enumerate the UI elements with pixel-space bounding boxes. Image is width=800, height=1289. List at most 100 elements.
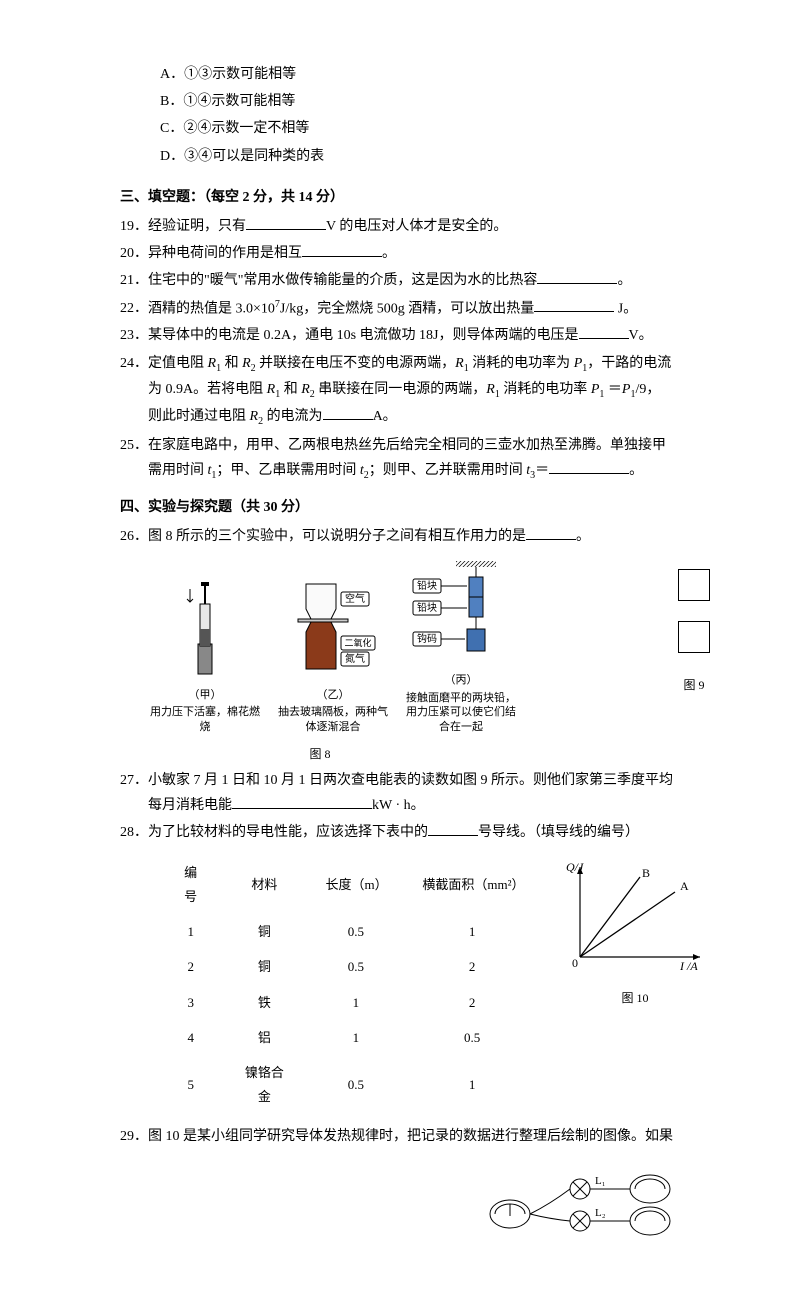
q19-body: 经验证明，只有V 的电压对人体才是安全的。 — [148, 214, 710, 239]
q24-r2: R — [242, 356, 251, 371]
cell: 0.5 — [308, 914, 405, 949]
q24-l2e: ＝ — [604, 382, 622, 397]
q22-text-c: J。 — [614, 301, 637, 316]
cell: 2 — [404, 985, 540, 1020]
question-23: 23． 某导体中的电流是 0.2A，通电 10s 电流做功 18J，则导体两端的… — [120, 323, 710, 348]
q24-l2a: 为 0.9A。若将电阻 — [148, 382, 267, 397]
q24-l1a: 定值电阻 — [148, 356, 208, 371]
figure-9-meters: 图 9 — [678, 569, 710, 697]
fig8-label: 图 8 — [270, 744, 370, 766]
q26-body: 图 8 所示的三个实验中，可以说明分子之间有相互作用力的是。 — [148, 524, 710, 549]
q22-text-a: 酒精的热值是 3.0×10 — [148, 301, 275, 316]
question-20: 20． 异种电荷间的作用是相互 。 — [120, 241, 710, 266]
q24-l2b: 和 — [280, 382, 301, 397]
q28-num: 28． — [120, 820, 148, 845]
experiments-row: （甲） 用力压下活塞，棉花燃烧 空气 二氧化 氮气 （乙） 抽去玻璃隔板，两种气… — [150, 559, 516, 734]
question-25: 25． 在家庭电路中，用甲、乙两根电热丝先后给完全相同的三壶水加热至沸腾。单独接… — [120, 433, 710, 485]
q24-r1c: R — [267, 382, 276, 397]
experiment-jia: （甲） 用力压下活塞，棉花燃烧 — [150, 574, 260, 734]
cell: 0.5 — [404, 1020, 540, 1055]
option-b: B．①④示数可能相等 — [160, 89, 710, 114]
q22-body: 酒精的热值是 3.0×107J/kg，完全燃烧 500g 酒精，可以放出热量 J… — [148, 296, 710, 322]
q24-l1b: 和 — [221, 356, 242, 371]
bottom-circuit: L₁ L₂ — [120, 1169, 710, 1248]
q25-l2a: 需用时间 — [148, 463, 208, 478]
circuit-svg: L₁ L₂ — [480, 1169, 680, 1239]
th-length: 长度（m） — [308, 855, 405, 914]
svg-text:B: B — [642, 866, 650, 880]
jia-label: （甲） — [189, 686, 222, 706]
option-d: D．③④可以是同种类的表 — [160, 144, 710, 169]
q23-num: 23． — [120, 323, 148, 348]
q24-l2d: 消耗的电功率 — [500, 382, 591, 397]
q21-text-b: 。 — [617, 273, 631, 288]
q22-blank — [534, 297, 614, 312]
q24-body: 定值电阻 R1 和 R2 并联接在电压不变的电源两端，R1 消耗的电功率为 P1… — [148, 351, 710, 431]
q25-body: 在家庭电路中，用甲、乙两根电热丝先后给完全相同的三壶水加热至沸腾。单独接甲 需用… — [148, 433, 710, 485]
q23-text-b: V。 — [629, 328, 653, 343]
question-19: 19． 经验证明，只有V 的电压对人体才是安全的。 — [120, 214, 710, 239]
q23-text-a: 某导体中的电流是 0.2A，通电 10s 电流做功 18J，则导体两端的电压是 — [148, 328, 579, 343]
svg-text:氮气: 氮气 — [345, 652, 365, 665]
q24-l2f: /9， — [635, 382, 660, 397]
table-row: 5镍铬合金0.51 — [160, 1055, 540, 1114]
q24-r1: R — [208, 356, 217, 371]
q27-num: 27． — [120, 768, 148, 818]
q24-l2c: 串联接在同一电源的两端， — [315, 382, 487, 397]
cell: 1 — [160, 914, 221, 949]
yi-svg: 空气 二氧化 氮气 — [286, 574, 381, 684]
q21-num: 21． — [120, 268, 148, 293]
q27-l2a: 每月消耗电能 — [148, 798, 232, 813]
cell: 1 — [404, 1055, 540, 1114]
q24-l3a: 则此时通过电阻 — [148, 409, 250, 424]
q21-text-a: 住宅中的"暖气"常用水做传输能量的介质，这是因为水的比热容 — [148, 273, 537, 288]
q25-num: 25． — [120, 433, 148, 485]
svg-text:铅块: 铅块 — [417, 579, 437, 592]
figure-8-9-block: （甲） 用力压下活塞，棉花燃烧 空气 二氧化 氮气 （乙） 抽去玻璃隔板，两种气… — [150, 559, 710, 734]
section-3-heading: 三、填空题：（每空 2 分，共 14 分） — [120, 185, 710, 210]
table-row: 3铁12 — [160, 985, 540, 1020]
svg-text:空气: 空气 — [345, 592, 365, 605]
q24-l3b: 的电流为 — [263, 409, 323, 424]
q29-num: 29． — [120, 1124, 148, 1149]
question-24: 24． 定值电阻 R1 和 R2 并联接在电压不变的电源两端，R1 消耗的电功率… — [120, 351, 710, 431]
cell: 1 — [404, 914, 540, 949]
svg-text:L₂: L₂ — [595, 1207, 606, 1219]
q26-text-b: 。 — [576, 529, 590, 544]
q28-body: 为了比较材料的导电性能，应该选择下表中的号导线。（填导线的编号） — [148, 820, 710, 845]
q22-text-b: J/kg，完全燃烧 500g 酒精，可以放出热量 — [280, 301, 534, 316]
question-22: 22． 酒精的热值是 3.0×107J/kg，完全燃烧 500g 酒精，可以放出… — [120, 296, 710, 322]
meter-box-2 — [678, 621, 710, 653]
fig9-label: 图 9 — [678, 675, 710, 697]
cell: 铝 — [221, 1020, 307, 1055]
cell: 铁 — [221, 985, 307, 1020]
q21-blank — [537, 269, 617, 284]
q20-text-a: 异种电荷间的作用是相互 — [148, 246, 302, 261]
q28-blank — [428, 821, 478, 836]
yi-label: （乙） — [317, 686, 350, 706]
q24-num: 24． — [120, 351, 148, 431]
yi-caption: 抽去玻璃隔板，两种气体逐渐混合 — [278, 705, 388, 734]
q20-num: 20． — [120, 241, 148, 266]
q20-text-b: 。 — [382, 246, 396, 261]
q24-r1d: R — [486, 382, 495, 397]
cell: 4 — [160, 1020, 221, 1055]
q27-l2b: kW · h。 — [372, 798, 425, 813]
q24-l1e: ，干路的电流 — [587, 356, 671, 371]
cell: 镍铬合金 — [221, 1055, 307, 1114]
svg-text:钩码: 钩码 — [417, 633, 437, 645]
cell: 铜 — [221, 949, 307, 984]
svg-text:铅块: 铅块 — [417, 601, 437, 614]
option-a: A．①③示数可能相等 — [160, 62, 710, 87]
cell: 5 — [160, 1055, 221, 1114]
q22-num: 22． — [120, 296, 148, 322]
q19-num: 19． — [120, 214, 148, 239]
mc-options: A．①③示数可能相等 B．①④示数可能相等 C．②④示数一定不相等 D．③④可以… — [160, 62, 710, 169]
question-27: 27． 小敏家 7 月 1 日和 10 月 1 日两次查电能表的读数如图 9 所… — [120, 768, 710, 818]
question-21: 21． 住宅中的"暖气"常用水做传输能量的介质，这是因为水的比热容 。 — [120, 268, 710, 293]
q24-blank — [323, 405, 373, 420]
question-29: 29． 图 10 是某小组同学研究导体发热规律时，把记录的数据进行整理后绘制的图… — [120, 1124, 710, 1149]
q24-r1b: R — [455, 356, 464, 371]
svg-text:L₁: L₁ — [595, 1175, 606, 1187]
q25-l2e: 。 — [629, 463, 643, 478]
